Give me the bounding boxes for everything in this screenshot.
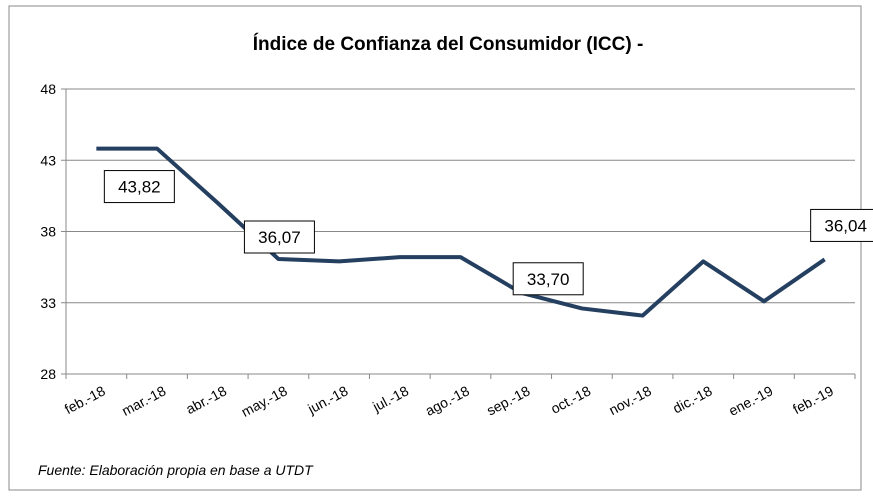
data-label: 33,70 <box>527 270 570 289</box>
data-label-box <box>512 262 584 296</box>
y-tick-label: 33 <box>40 295 56 311</box>
chart-frame <box>8 5 862 491</box>
y-tick-label: 38 <box>40 224 56 240</box>
data-label-box <box>810 208 873 242</box>
y-tick-label: 28 <box>40 366 56 382</box>
data-label: 36,04 <box>824 216 867 235</box>
data-label-box <box>243 220 315 254</box>
source-note: Fuente: Elaboración propia en base a UTD… <box>38 462 314 478</box>
y-tick-label: 48 <box>40 81 56 97</box>
data-label: 36,07 <box>258 228 301 247</box>
data-label: 43,82 <box>118 178 161 197</box>
y-tick-label: 43 <box>40 152 56 168</box>
chart-title: Índice de Confianza del Consumidor (ICC)… <box>253 33 644 55</box>
data-label-box <box>103 170 175 204</box>
line <box>96 146 826 318</box>
